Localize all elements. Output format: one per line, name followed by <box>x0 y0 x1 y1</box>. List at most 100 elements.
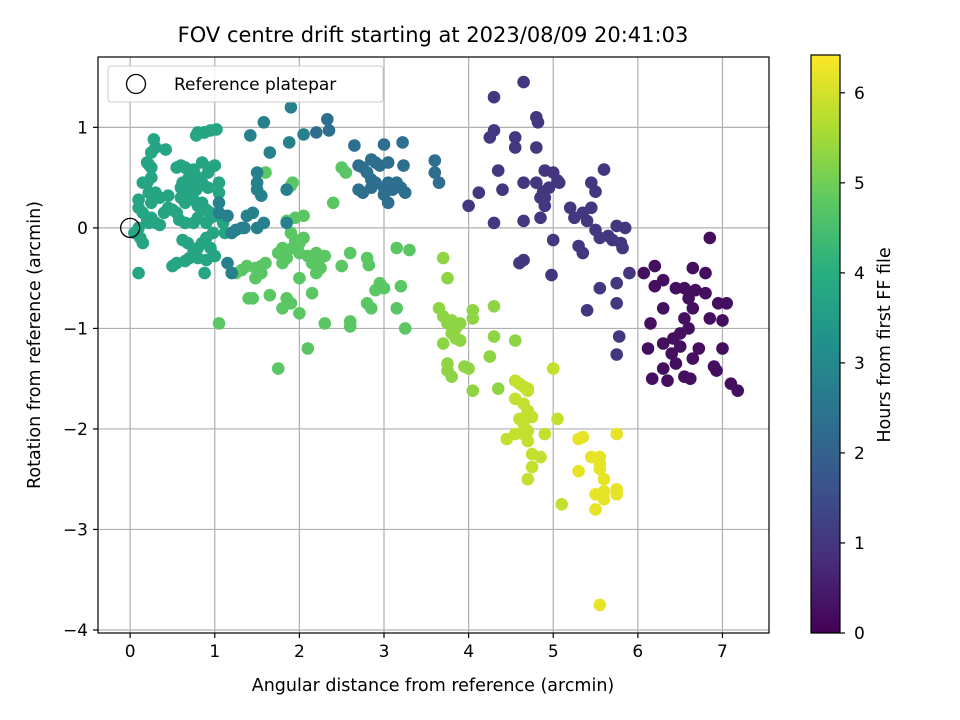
data-point <box>191 171 205 184</box>
data-point <box>301 342 315 355</box>
data-point <box>521 434 535 448</box>
data-point <box>686 352 700 365</box>
data-point <box>525 460 539 474</box>
data-point <box>487 300 501 313</box>
data-point <box>623 266 636 280</box>
data-point <box>530 141 543 154</box>
data-point <box>487 90 501 104</box>
data-point <box>428 166 442 179</box>
data-point <box>235 221 249 235</box>
data-point <box>589 488 602 501</box>
y-tick-label: −2 <box>63 420 88 440</box>
data-point <box>343 320 357 333</box>
data-point <box>362 258 376 272</box>
data-point <box>432 176 446 189</box>
data-point <box>191 211 205 225</box>
x-tick-label: 4 <box>463 642 474 662</box>
data-point <box>589 185 602 198</box>
data-point <box>491 164 505 177</box>
data-point <box>703 312 717 325</box>
data-point <box>487 216 501 230</box>
data-point <box>585 201 598 215</box>
data-point <box>310 266 323 280</box>
data-point <box>534 450 547 464</box>
data-point <box>318 317 332 330</box>
data-point <box>637 266 651 280</box>
data-point <box>321 113 334 126</box>
data-point <box>720 297 733 310</box>
y-tick-label: −1 <box>63 319 88 339</box>
data-point <box>396 136 409 149</box>
data-point <box>453 317 467 330</box>
data-point <box>656 302 670 315</box>
data-point <box>645 372 659 386</box>
data-point <box>335 259 349 273</box>
data-point <box>665 347 678 360</box>
data-point <box>398 186 412 199</box>
data-point <box>669 281 683 295</box>
data-point <box>201 181 215 194</box>
y-tick-label: 1 <box>77 118 88 138</box>
data-point <box>525 410 539 424</box>
data-point <box>576 430 590 444</box>
data-point <box>552 176 566 189</box>
data-point <box>282 136 296 149</box>
data-point <box>326 196 340 210</box>
data-point <box>656 362 670 375</box>
data-point <box>462 362 475 375</box>
data-point <box>682 292 695 305</box>
data-point <box>208 159 222 172</box>
colorbar: 0 1 2 3 4 5 6 Hours from first FF file <box>810 54 895 644</box>
data-point <box>648 259 662 273</box>
data-point <box>534 211 547 225</box>
data-point <box>153 218 167 232</box>
data-point <box>365 302 378 315</box>
data-point <box>580 214 594 228</box>
x-tick-label: 6 <box>632 642 643 662</box>
data-point <box>172 213 186 227</box>
data-point <box>716 314 729 327</box>
data-point <box>453 334 467 347</box>
data-point <box>212 196 226 210</box>
data-point <box>394 279 408 293</box>
y-axis-ticks: −4 −3 −2 −1 0 1 <box>63 118 98 641</box>
colorbar-tick-label: 0 <box>854 624 865 644</box>
data-point <box>250 221 264 235</box>
data-point <box>398 322 412 335</box>
data-point <box>686 261 700 275</box>
data-point <box>673 340 687 353</box>
data-point <box>731 384 744 398</box>
plot-area-frame <box>97 56 770 634</box>
colorbar-ticks: 0 1 2 3 4 5 6 <box>840 84 865 644</box>
data-point <box>159 143 172 156</box>
y-tick-label: −4 <box>63 621 88 641</box>
data-point <box>513 256 526 270</box>
data-point <box>597 472 611 486</box>
data-point <box>276 302 289 315</box>
data-point <box>210 123 223 136</box>
data-point <box>496 183 509 196</box>
data-point <box>517 214 530 228</box>
data-point <box>500 432 513 446</box>
data-point <box>436 337 450 350</box>
colorbar-label: Hours from first FF file <box>875 247 895 442</box>
data-point <box>669 357 683 370</box>
data-point <box>597 163 611 176</box>
colorbar-tick-label: 1 <box>854 534 865 554</box>
legend: Reference platepar <box>107 65 384 103</box>
data-point <box>546 233 560 247</box>
colorbar-tick-label: 3 <box>854 354 865 374</box>
x-tick-label: 7 <box>717 642 728 662</box>
data-point <box>276 256 289 270</box>
data-point <box>242 292 255 305</box>
data-point <box>538 427 552 441</box>
data-points <box>120 75 744 612</box>
data-point <box>692 342 706 355</box>
data-point <box>310 126 323 139</box>
data-point <box>271 362 285 375</box>
data-point <box>381 196 395 210</box>
data-point <box>487 330 501 343</box>
data-point <box>297 128 310 141</box>
data-point <box>593 462 607 476</box>
data-point <box>145 171 158 184</box>
